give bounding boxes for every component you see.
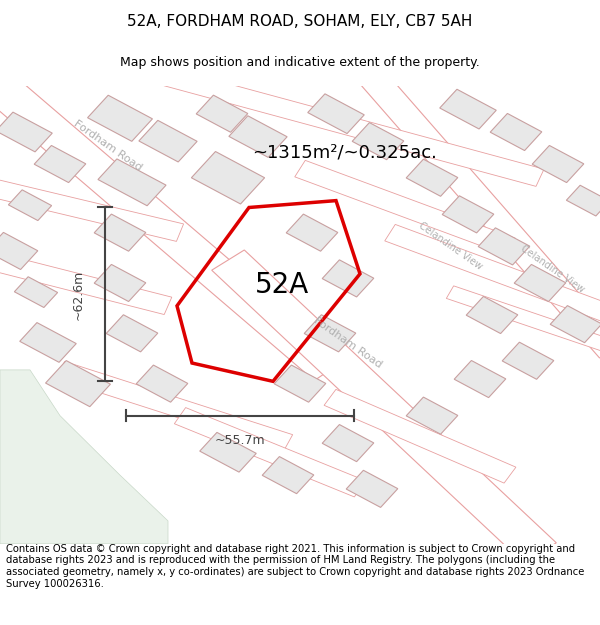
Polygon shape <box>46 361 110 407</box>
Text: ~1315m²/~0.325ac.: ~1315m²/~0.325ac. <box>252 144 437 162</box>
Polygon shape <box>0 178 184 241</box>
Polygon shape <box>346 470 398 508</box>
Polygon shape <box>385 224 600 323</box>
Polygon shape <box>98 159 166 206</box>
Polygon shape <box>322 260 374 297</box>
Text: 52A, FORDHAM ROAD, SOHAM, ELY, CB7 5AH: 52A, FORDHAM ROAD, SOHAM, ELY, CB7 5AH <box>127 14 473 29</box>
Polygon shape <box>0 112 52 152</box>
Polygon shape <box>34 146 86 182</box>
Polygon shape <box>88 95 152 141</box>
Polygon shape <box>139 121 197 162</box>
Polygon shape <box>406 397 458 434</box>
Polygon shape <box>308 94 364 134</box>
Text: 52A: 52A <box>255 271 309 299</box>
Polygon shape <box>0 66 346 381</box>
Polygon shape <box>0 370 168 544</box>
Polygon shape <box>406 159 458 196</box>
Polygon shape <box>446 286 600 353</box>
Polygon shape <box>478 228 530 265</box>
Polygon shape <box>212 250 556 563</box>
Polygon shape <box>0 232 38 269</box>
Polygon shape <box>94 214 146 251</box>
Polygon shape <box>566 185 600 216</box>
Text: Contains OS data © Crown copyright and database right 2021. This information is : Contains OS data © Crown copyright and d… <box>6 544 584 589</box>
Polygon shape <box>175 408 365 497</box>
Text: ~55.7m: ~55.7m <box>215 434 265 447</box>
Polygon shape <box>229 116 287 158</box>
Polygon shape <box>490 114 542 151</box>
Polygon shape <box>55 361 293 451</box>
Polygon shape <box>136 365 188 402</box>
Text: Fordham Road: Fordham Road <box>72 119 144 173</box>
Polygon shape <box>324 389 516 483</box>
Polygon shape <box>514 264 566 301</box>
Polygon shape <box>352 122 404 160</box>
Text: ~62.6m: ~62.6m <box>71 269 85 319</box>
Polygon shape <box>466 296 518 334</box>
Text: Fordham Road: Fordham Road <box>312 315 384 369</box>
Text: Map shows position and indicative extent of the property.: Map shows position and indicative extent… <box>120 56 480 69</box>
Text: Celandine View: Celandine View <box>416 221 484 272</box>
Polygon shape <box>295 161 515 254</box>
Polygon shape <box>286 214 338 251</box>
Polygon shape <box>440 89 496 129</box>
Polygon shape <box>550 306 600 343</box>
Polygon shape <box>0 251 172 314</box>
Polygon shape <box>94 264 146 301</box>
Polygon shape <box>196 95 248 132</box>
Polygon shape <box>442 196 494 233</box>
Polygon shape <box>359 71 600 358</box>
Polygon shape <box>191 151 265 204</box>
Polygon shape <box>200 432 256 472</box>
Polygon shape <box>14 277 58 308</box>
Polygon shape <box>262 457 314 494</box>
Polygon shape <box>274 365 326 402</box>
Polygon shape <box>164 69 544 186</box>
Polygon shape <box>20 322 76 362</box>
Polygon shape <box>8 190 52 221</box>
Polygon shape <box>532 146 584 182</box>
Text: Celandine View: Celandine View <box>518 244 586 295</box>
Polygon shape <box>454 361 506 398</box>
Polygon shape <box>304 315 356 352</box>
Polygon shape <box>322 424 374 462</box>
Polygon shape <box>502 342 554 379</box>
Polygon shape <box>106 315 158 352</box>
